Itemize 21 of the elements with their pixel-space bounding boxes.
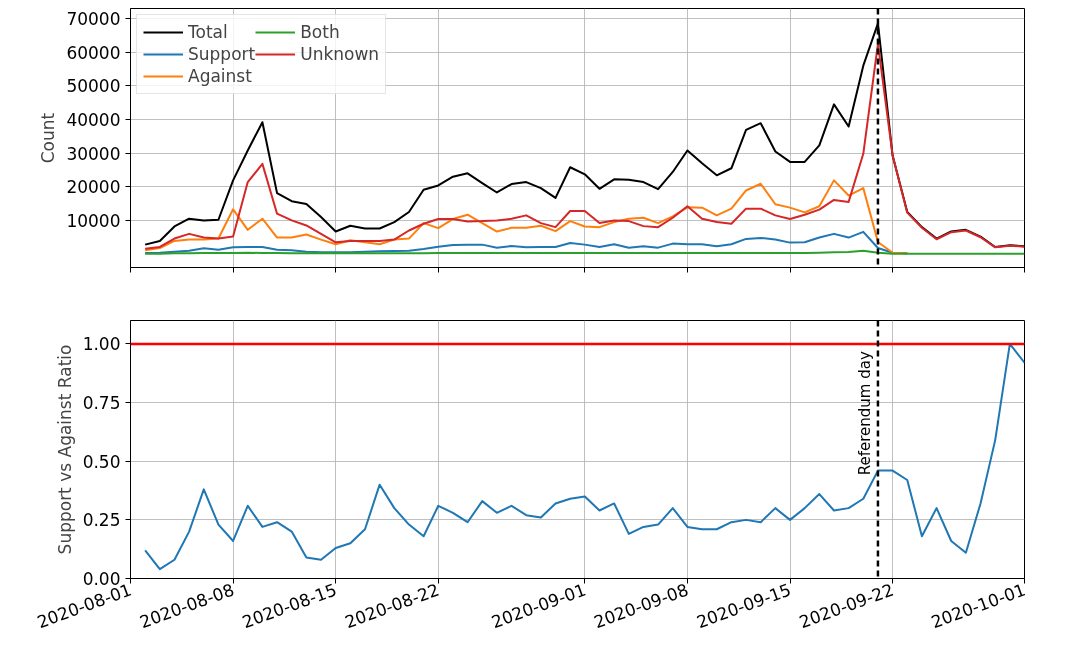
y-tick-label: 0.75 — [82, 393, 121, 414]
y-tick-label: 30000 — [66, 143, 121, 164]
legend-label: Against — [188, 65, 252, 87]
legend-label: Unknown — [300, 43, 380, 65]
legend-label: Total — [188, 21, 228, 43]
line-series — [144, 179, 909, 255]
legend-label: Both — [300, 21, 340, 43]
y-tick-label: 10000 — [66, 210, 121, 231]
y-tick-label: 0.25 — [82, 510, 121, 531]
y-axis-title: Support vs Against Ratio — [54, 344, 75, 555]
y-tick-label: 40000 — [66, 110, 121, 130]
legend-label: Support — [188, 43, 256, 65]
y-tick-label: 1.00 — [82, 334, 121, 355]
line-series — [144, 342, 1025, 571]
y-tick-label: 70000 — [66, 9, 121, 30]
y-tick-label: 0.50 — [82, 451, 121, 472]
y-tick-label: 50000 — [66, 76, 121, 97]
y-axis-title: Count — [38, 112, 59, 164]
ref-line-label: Referendum day — [855, 351, 874, 476]
y-tick-label: 20000 — [66, 177, 121, 198]
y-tick-label: 60000 — [66, 42, 121, 63]
